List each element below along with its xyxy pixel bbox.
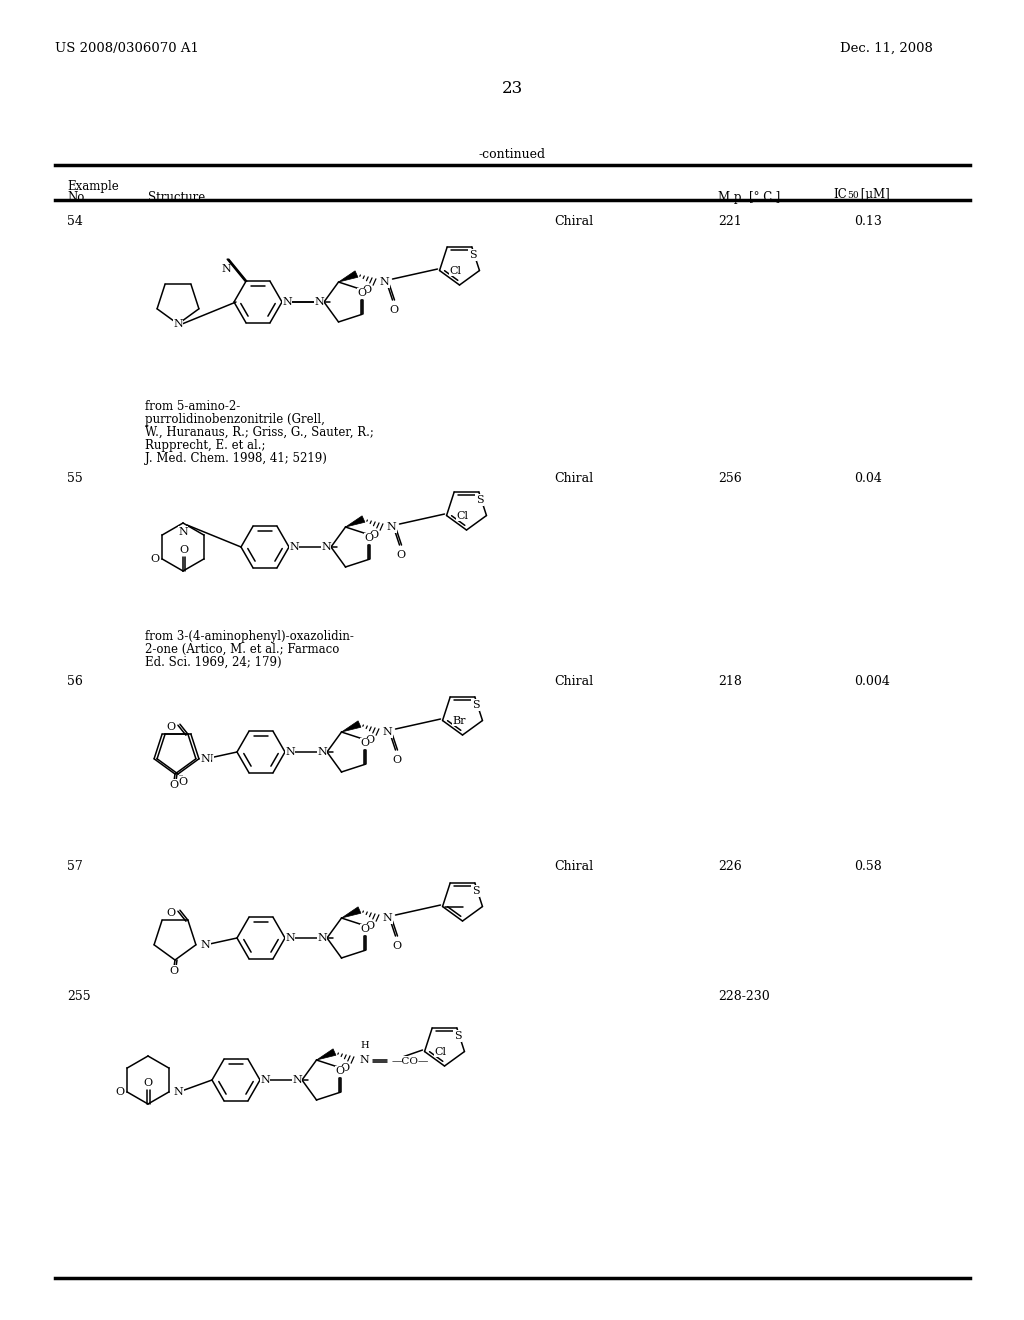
- Text: [μM]: [μM]: [857, 187, 890, 201]
- Text: O: O: [169, 966, 178, 975]
- Text: O: O: [396, 550, 406, 560]
- Text: No.: No.: [67, 191, 88, 205]
- Text: purrolidinobenzonitrile (Grell,: purrolidinobenzonitrile (Grell,: [145, 413, 325, 426]
- Text: 226: 226: [718, 861, 741, 873]
- Text: O: O: [362, 285, 372, 294]
- Text: W., Huranaus, R.; Griss, G., Sauter, R.;: W., Huranaus, R.; Griss, G., Sauter, R.;: [145, 426, 374, 440]
- Text: Chiral: Chiral: [554, 675, 593, 688]
- Text: Example: Example: [67, 180, 119, 193]
- Text: Chiral: Chiral: [554, 473, 593, 484]
- Text: Rupprecht, E. et al.;: Rupprecht, E. et al.;: [145, 440, 265, 451]
- Text: O: O: [340, 1063, 349, 1073]
- Text: O: O: [360, 738, 370, 748]
- Text: M.p. [° C.]: M.p. [° C.]: [718, 191, 780, 205]
- Text: O: O: [115, 1086, 124, 1097]
- Text: N: N: [314, 297, 324, 308]
- Text: 0.13: 0.13: [854, 215, 882, 228]
- Text: O: O: [179, 545, 188, 554]
- Text: N: N: [201, 754, 211, 764]
- Text: Cl: Cl: [434, 1047, 446, 1056]
- Text: N: N: [359, 1055, 370, 1065]
- Text: O: O: [357, 288, 367, 298]
- Text: 218: 218: [718, 675, 741, 688]
- Text: from 5-amino-2-: from 5-amino-2-: [145, 400, 241, 413]
- Text: O: O: [167, 722, 176, 733]
- Text: Cl: Cl: [457, 511, 469, 520]
- Text: N: N: [380, 277, 389, 286]
- Text: Br: Br: [453, 715, 466, 726]
- Text: N: N: [322, 543, 331, 552]
- Text: 221: 221: [718, 215, 741, 228]
- Text: 0.04: 0.04: [854, 473, 882, 484]
- Text: N: N: [178, 527, 187, 537]
- Polygon shape: [342, 721, 360, 733]
- Text: 256: 256: [718, 473, 741, 484]
- Text: N: N: [289, 543, 299, 552]
- Text: -continued: -continued: [478, 148, 546, 161]
- Text: O: O: [366, 920, 375, 931]
- Text: 56: 56: [67, 675, 83, 688]
- Text: N: N: [383, 727, 392, 737]
- Text: O: O: [365, 533, 374, 544]
- Text: O: O: [151, 554, 159, 564]
- Polygon shape: [342, 907, 360, 917]
- Text: 2-one (Artico, M. et al.; Farmaco: 2-one (Artico, M. et al.; Farmaco: [145, 643, 339, 656]
- Text: N: N: [317, 933, 327, 942]
- Text: O: O: [392, 755, 401, 766]
- Text: N: N: [387, 521, 396, 532]
- Text: S: S: [476, 495, 483, 506]
- Text: from 3-(4-aminophenyl)-oxazolidin-: from 3-(4-aminophenyl)-oxazolidin-: [145, 630, 354, 643]
- Polygon shape: [316, 1049, 336, 1060]
- Text: US 2008/0306070 A1: US 2008/0306070 A1: [55, 42, 199, 55]
- Text: Chiral: Chiral: [554, 861, 593, 873]
- Text: H: H: [360, 1041, 369, 1049]
- Text: N: N: [204, 754, 214, 764]
- Text: O: O: [360, 924, 370, 935]
- Text: 57: 57: [67, 861, 83, 873]
- Polygon shape: [339, 271, 358, 282]
- Text: N: N: [285, 933, 295, 942]
- Text: N: N: [283, 297, 292, 308]
- Text: Dec. 11, 2008: Dec. 11, 2008: [840, 42, 933, 55]
- Text: Chiral: Chiral: [554, 215, 593, 228]
- Text: Cl: Cl: [450, 265, 462, 276]
- Text: N: N: [292, 1074, 302, 1085]
- Polygon shape: [345, 516, 365, 527]
- Text: O: O: [389, 305, 398, 315]
- Text: 0.004: 0.004: [854, 675, 890, 688]
- Text: N: N: [317, 747, 327, 756]
- Text: N: N: [173, 319, 183, 329]
- Text: N: N: [383, 913, 392, 923]
- Text: N: N: [285, 747, 295, 756]
- Text: 50: 50: [847, 191, 859, 201]
- Text: J. Med. Chem. 1998, 41; 5219): J. Med. Chem. 1998, 41; 5219): [145, 451, 327, 465]
- Text: —CO—: —CO—: [391, 1056, 429, 1065]
- Text: N: N: [221, 264, 230, 275]
- Text: O: O: [370, 529, 379, 540]
- Text: S: S: [472, 886, 479, 896]
- Text: 228-230: 228-230: [718, 990, 770, 1003]
- Text: 54: 54: [67, 215, 83, 228]
- Text: N: N: [260, 1074, 270, 1085]
- Text: S: S: [469, 249, 476, 260]
- Text: 0.58: 0.58: [854, 861, 882, 873]
- Text: N: N: [201, 940, 211, 950]
- Text: IC: IC: [833, 187, 847, 201]
- Text: S: S: [472, 700, 479, 710]
- Text: O: O: [178, 777, 187, 787]
- Text: Ed. Sci. 1969, 24; 179): Ed. Sci. 1969, 24; 179): [145, 656, 282, 669]
- Text: 23: 23: [502, 81, 522, 96]
- Text: O: O: [169, 780, 178, 789]
- Text: N: N: [174, 1086, 183, 1097]
- Text: 255: 255: [67, 990, 91, 1003]
- Text: 55: 55: [67, 473, 83, 484]
- Text: O: O: [366, 735, 375, 744]
- Text: Structure: Structure: [148, 191, 205, 205]
- Text: O: O: [336, 1067, 344, 1076]
- Text: S: S: [454, 1031, 462, 1041]
- Text: O: O: [167, 908, 176, 919]
- Text: O: O: [392, 941, 401, 950]
- Text: O: O: [143, 1078, 153, 1088]
